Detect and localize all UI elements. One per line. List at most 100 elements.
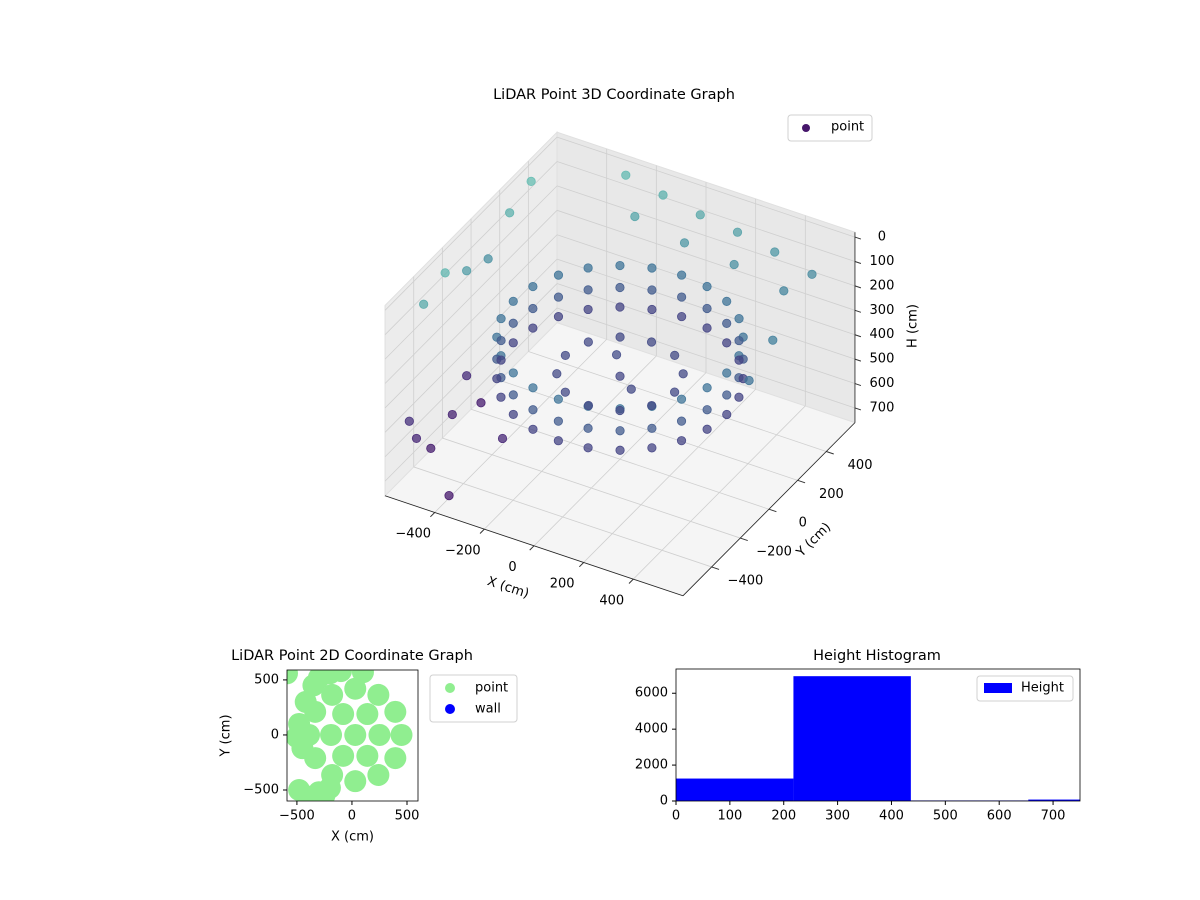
grid-line bbox=[442, 437, 741, 539]
grid-line bbox=[556, 283, 856, 384]
data-point bbox=[647, 304, 657, 315]
data-point bbox=[702, 405, 712, 415]
data-point bbox=[744, 375, 754, 386]
data-point bbox=[583, 304, 593, 315]
z-tick-label: 0 bbox=[878, 230, 886, 245]
data-point bbox=[508, 409, 518, 420]
x-tick-label: 400 bbox=[599, 593, 624, 608]
data-point bbox=[583, 263, 593, 273]
tick-mark bbox=[711, 566, 720, 570]
data-point bbox=[734, 335, 744, 346]
data-point bbox=[695, 210, 705, 220]
grid-line bbox=[384, 185, 558, 360]
data-point bbox=[560, 387, 570, 397]
data-point bbox=[560, 350, 570, 361]
tick-mark bbox=[854, 236, 862, 240]
tick-mark bbox=[430, 512, 436, 518]
x-tick-label: 0 bbox=[672, 809, 680, 824]
data-point bbox=[287, 670, 298, 685]
legend-label: wall bbox=[475, 702, 501, 717]
data-point bbox=[508, 318, 518, 328]
x-tick-label: −500 bbox=[279, 809, 315, 824]
histogram-bar bbox=[1028, 799, 1080, 801]
data-point bbox=[646, 337, 657, 347]
chart-title: LiDAR Point 2D Coordinate Graph bbox=[231, 648, 473, 664]
data-point bbox=[344, 677, 367, 700]
data-point bbox=[722, 390, 732, 400]
data-point bbox=[496, 313, 506, 324]
data-point bbox=[647, 285, 657, 295]
tick-mark bbox=[578, 562, 585, 568]
tick-mark bbox=[854, 383, 862, 387]
data-point bbox=[626, 384, 636, 394]
data-point bbox=[528, 323, 538, 333]
data-point bbox=[770, 247, 780, 257]
tick-mark bbox=[826, 450, 834, 455]
data-point bbox=[426, 443, 436, 454]
data-point bbox=[404, 416, 414, 426]
data-point bbox=[440, 268, 450, 278]
data-point bbox=[411, 433, 422, 444]
data-point bbox=[734, 355, 744, 365]
tick-mark bbox=[854, 407, 862, 411]
z-tick-label: 300 bbox=[870, 303, 895, 318]
data-point bbox=[492, 374, 502, 384]
tick-mark bbox=[740, 537, 748, 542]
z-tick-label: 700 bbox=[870, 400, 895, 415]
data-point bbox=[722, 338, 732, 348]
data-point bbox=[508, 296, 518, 306]
data-point bbox=[320, 723, 343, 746]
z-tick-label: 600 bbox=[870, 376, 895, 391]
data-point bbox=[647, 263, 657, 273]
tick-mark bbox=[854, 334, 862, 338]
grid-line bbox=[384, 283, 558, 458]
chart-2d: LiDAR Point 2D Coordinate Graph −500 0 500… bbox=[219, 648, 518, 845]
data-point bbox=[732, 227, 743, 237]
tick-mark bbox=[768, 508, 777, 513]
x-tick-label: 300 bbox=[825, 809, 850, 824]
histogram-bar bbox=[676, 778, 794, 801]
x-tick-label: 200 bbox=[550, 577, 575, 592]
data-point bbox=[676, 416, 687, 426]
y-tick-label: 2000 bbox=[635, 758, 668, 773]
grid-line bbox=[470, 408, 770, 510]
data-point bbox=[807, 269, 817, 279]
plot-area bbox=[676, 676, 1080, 801]
data-point bbox=[734, 392, 744, 402]
legend-box bbox=[787, 114, 873, 142]
data-point bbox=[447, 409, 457, 420]
data-point bbox=[462, 371, 472, 381]
y-axis-label: Y (cm) bbox=[219, 714, 234, 757]
x-tick-label: 0 bbox=[508, 560, 516, 575]
y-axis bbox=[682, 422, 856, 597]
legend-marker bbox=[445, 704, 455, 714]
data-point bbox=[658, 190, 668, 200]
data-point bbox=[615, 332, 625, 342]
data-point bbox=[390, 723, 413, 746]
data-point bbox=[615, 445, 625, 455]
data-point bbox=[677, 270, 687, 280]
data-point bbox=[483, 254, 493, 264]
grid-line bbox=[384, 234, 558, 409]
data-point bbox=[528, 281, 538, 292]
data-point bbox=[552, 369, 562, 379]
grid-line bbox=[384, 258, 558, 433]
data-point bbox=[321, 683, 344, 706]
chart-title: Height Histogram bbox=[813, 648, 941, 664]
tick-mark bbox=[529, 545, 535, 551]
data-point bbox=[553, 394, 563, 404]
data-point bbox=[291, 737, 314, 760]
data-point bbox=[367, 683, 390, 706]
y-tick-label: 500 bbox=[254, 672, 279, 687]
data-point bbox=[496, 392, 506, 402]
x-axis-label: X (cm) bbox=[331, 830, 374, 845]
tick-mark bbox=[854, 358, 862, 362]
data-point bbox=[679, 238, 690, 248]
tick-mark bbox=[854, 261, 862, 264]
x-tick-label: 700 bbox=[1041, 809, 1066, 824]
data-point bbox=[722, 318, 732, 328]
data-point bbox=[702, 323, 712, 333]
y-tick-label: 400 bbox=[848, 458, 873, 473]
data-point bbox=[615, 426, 625, 436]
data-point bbox=[779, 286, 789, 296]
